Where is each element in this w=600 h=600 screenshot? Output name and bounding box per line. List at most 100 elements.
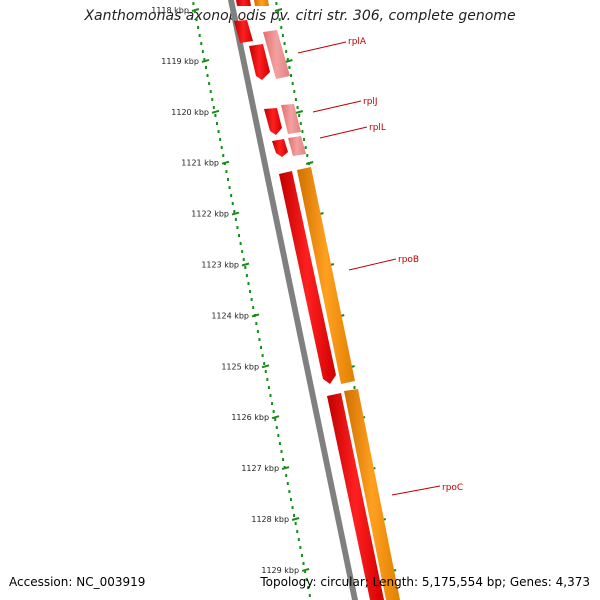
ruler-dot — [204, 66, 207, 69]
track-major-tick — [285, 59, 293, 63]
accession-text: Accession: NC_003919 — [9, 575, 146, 589]
gene-feature-rpoC-red — [327, 393, 384, 600]
kbp-tick — [281, 466, 290, 471]
ruler-dot — [278, 442, 281, 445]
ruler-dot — [245, 274, 248, 277]
kbp-labels: 1118 kbp 1119 kbp 1120 kbp 1121 kbp 1122 kbp… — [151, 6, 299, 575]
track-dot — [306, 154, 309, 157]
ruler-dot — [252, 306, 255, 309]
ruler-dot — [304, 570, 307, 573]
track-dot — [296, 106, 299, 109]
ruler-dot — [242, 258, 245, 261]
ruler-dot — [193, 10, 196, 13]
genome-summary-text: Topology: circular; Length: 5,175,554 bp… — [260, 575, 590, 589]
callout-line-rplJ — [312, 100, 362, 113]
gene-feature-rplL — [288, 136, 306, 156]
track-dot — [286, 58, 289, 61]
kbp-tick — [291, 517, 300, 521]
ruler-dot — [308, 594, 311, 597]
gene-features — [234, 0, 400, 600]
ruler-dot — [280, 450, 283, 453]
gene-feature-rpoB — [297, 167, 355, 384]
track-major-tick — [305, 161, 314, 165]
kbp-tick — [271, 415, 280, 420]
kbp-label: 1125 kbp — [221, 362, 259, 371]
ruler-dot — [233, 210, 236, 213]
gene-label-rpoB: rpoB — [398, 255, 419, 265]
track-dot — [298, 114, 301, 117]
ruler-dot — [220, 146, 223, 149]
callout-line-rpoC — [391, 485, 441, 496]
kbp-label: 1126 kbp — [231, 413, 269, 422]
ruler-dot — [200, 42, 203, 45]
track-major-tick — [295, 110, 304, 114]
track-major-tick — [274, 8, 283, 12]
ruler-dot — [231, 202, 234, 205]
ruler-dot — [256, 330, 259, 333]
ruler-dot — [228, 186, 231, 189]
ruler-dot — [293, 514, 296, 517]
ruler-dot — [289, 498, 292, 501]
ruler-dot — [282, 458, 285, 461]
ruler-dot — [238, 234, 241, 237]
ruler-dot — [263, 362, 266, 365]
ruler-dot — [294, 522, 297, 525]
track-dot — [353, 386, 356, 389]
track-dot — [301, 130, 304, 133]
ruler-dot — [239, 242, 242, 245]
ruler-dot — [260, 346, 263, 349]
ruler-dot — [266, 378, 269, 381]
gene-callouts — [297, 41, 441, 496]
gene-feature-rplA — [263, 30, 290, 79]
ruler-dot — [222, 154, 225, 157]
ruler-dot — [211, 98, 214, 101]
gene-label-rplL: rplL — [369, 123, 386, 133]
kbp-label: 1119 kbp — [161, 57, 199, 66]
gene-feature-top-red — [236, 0, 251, 6]
track-dot — [285, 50, 288, 53]
ruler-dot — [241, 250, 244, 253]
kbp-tick — [191, 8, 200, 12]
gene-feature-red-arrow-3 — [264, 108, 282, 135]
kbp-label: 1123 kbp — [201, 261, 239, 270]
ruler-dot — [264, 370, 267, 373]
kbp-label: 1127 kbp — [241, 464, 279, 473]
gene-feature-rpoB-red — [279, 171, 336, 384]
callout-line-rpoB — [348, 258, 397, 271]
track-dot — [277, 10, 280, 13]
kbp-tick — [211, 109, 220, 114]
gene-feature-rpoC — [344, 389, 400, 600]
ruler-dot — [255, 322, 258, 325]
ruler-dot — [198, 34, 201, 37]
gene-feature-red-arrow-1 — [234, 20, 253, 43]
kbp-label: 1128 kbp — [251, 515, 289, 524]
ruler-dot — [307, 586, 310, 589]
ruler-dot — [219, 138, 222, 141]
gene-feature-red-arrow-4 — [272, 139, 288, 157]
kbp-ruler — [191, 2, 311, 597]
ruler-dot — [215, 122, 218, 125]
ruler-dot — [302, 562, 305, 565]
ruler-dot — [208, 82, 211, 85]
ruler-dot — [277, 434, 280, 437]
ruler-dot — [247, 282, 250, 285]
ruler-dot — [236, 226, 239, 229]
track-dot — [281, 34, 284, 37]
ruler-dot — [203, 58, 206, 61]
ruler-dot — [195, 18, 198, 21]
ruler-dot — [258, 338, 261, 341]
ruler-dot — [227, 178, 230, 181]
kbp-tick — [251, 313, 260, 318]
kbp-label: 1118 kbp — [151, 6, 189, 15]
ruler-dot — [214, 114, 217, 117]
track-dot — [288, 66, 291, 69]
kbp-tick — [301, 567, 310, 572]
ruler-dot — [297, 538, 300, 541]
track-dot — [275, 2, 278, 5]
track-dot — [293, 90, 296, 93]
kbp-tick — [231, 211, 240, 216]
track-dot — [294, 98, 297, 101]
ruler-dot — [212, 106, 215, 109]
kbp-tick — [261, 364, 270, 369]
ruler-dot — [288, 490, 291, 493]
